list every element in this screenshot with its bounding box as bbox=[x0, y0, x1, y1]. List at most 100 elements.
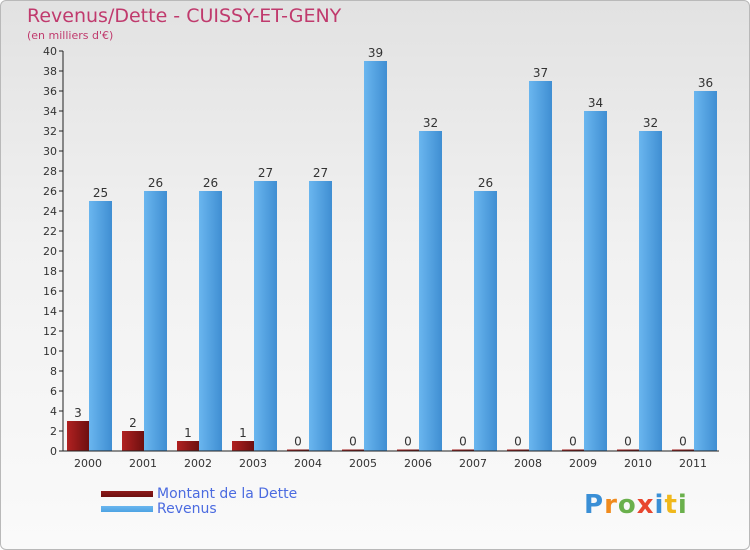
legend-swatch-revenus bbox=[101, 506, 153, 512]
bar-revenus-2005 bbox=[364, 61, 387, 451]
y-tick-label: 34 bbox=[43, 105, 57, 118]
proxiti-logo: Proxiti bbox=[584, 490, 688, 520]
bar-revenus-2008 bbox=[529, 81, 552, 451]
data-label-revenus-2005: 39 bbox=[368, 46, 383, 60]
x-tick-label: 2008 bbox=[514, 457, 542, 470]
logo-letter: o bbox=[617, 490, 637, 520]
data-label-dette-2011: 0 bbox=[679, 435, 687, 449]
x-tick-label: 2001 bbox=[129, 457, 157, 470]
x-tick-label: 2002 bbox=[184, 457, 212, 470]
x-tick-label: 2011 bbox=[679, 457, 707, 470]
y-tick-label: 12 bbox=[43, 325, 57, 338]
data-label-revenus-2001: 26 bbox=[148, 176, 163, 190]
x-axis: 2000 2001 2002 2003 2004 2005 2006 2007 2008 2009… bbox=[63, 450, 719, 470]
bar-dette-2011 bbox=[672, 449, 694, 451]
y-tick-label: 4 bbox=[50, 405, 57, 418]
data-label-revenus-2007: 26 bbox=[478, 176, 493, 190]
data-label-revenus-2006: 32 bbox=[423, 116, 438, 130]
bar-dette-2010 bbox=[617, 449, 639, 451]
data-label-dette-2000: 3 bbox=[74, 406, 82, 420]
y-tick-label: 28 bbox=[43, 165, 57, 178]
y-tick-label: 32 bbox=[43, 125, 57, 138]
data-label-dette-2010: 0 bbox=[624, 435, 632, 449]
data-label-dette-2003: 1 bbox=[239, 426, 247, 440]
data-label-dette-2006: 0 bbox=[404, 435, 412, 449]
y-tick-label: 38 bbox=[43, 65, 57, 78]
data-label-dette-2005: 0 bbox=[349, 435, 357, 449]
data-label-revenus-2010: 32 bbox=[643, 116, 658, 130]
bar-revenus-2009 bbox=[584, 111, 607, 451]
y-tick-label: 24 bbox=[43, 205, 57, 218]
bars bbox=[67, 61, 717, 451]
bar-revenus-2006 bbox=[419, 131, 442, 451]
bar-revenus-2000 bbox=[89, 201, 112, 451]
y-tick-label: 36 bbox=[43, 85, 57, 98]
bar-dette-2007 bbox=[452, 449, 474, 451]
y-tick-label: 18 bbox=[43, 265, 57, 278]
y-tick-label: 14 bbox=[43, 305, 57, 318]
bar-dette-2002 bbox=[177, 441, 199, 451]
bar-dette-2005 bbox=[342, 449, 364, 451]
y-tick-label: 30 bbox=[43, 145, 57, 158]
logo-letter: i bbox=[654, 490, 665, 520]
data-label-dette-2004: 0 bbox=[294, 435, 302, 449]
bar-dette-2009 bbox=[562, 449, 584, 451]
y-tick-label: 2 bbox=[50, 425, 57, 438]
bar-dette-2003 bbox=[232, 441, 254, 451]
data-label-revenus-2000: 25 bbox=[93, 186, 108, 200]
data-label-revenus-2008: 37 bbox=[533, 66, 548, 80]
legend-label-revenus: Revenus bbox=[157, 501, 217, 517]
bar-revenus-2004 bbox=[309, 181, 332, 451]
data-label-revenus-2002: 26 bbox=[203, 176, 218, 190]
data-label-dette-2009: 0 bbox=[569, 435, 577, 449]
bar-revenus-2003 bbox=[254, 181, 277, 451]
y-tick-label: 0 bbox=[50, 445, 57, 458]
bar-dette-2001 bbox=[122, 431, 144, 451]
bar-dette-2000 bbox=[67, 421, 89, 451]
y-tick-label: 16 bbox=[43, 285, 57, 298]
y-tick-label: 26 bbox=[43, 185, 57, 198]
x-tick-label: 2000 bbox=[74, 457, 102, 470]
data-label-dette-2001: 2 bbox=[129, 416, 137, 430]
y-tick-label: 22 bbox=[43, 225, 57, 238]
x-tick-label: 2009 bbox=[569, 457, 597, 470]
chart-title: Revenus/Dette - CUISSY-ET-GENY bbox=[27, 5, 342, 27]
bar-revenus-2010 bbox=[639, 131, 662, 451]
data-label-dette-2002: 1 bbox=[184, 426, 192, 440]
data-label-dette-2008: 0 bbox=[514, 435, 522, 449]
x-tick-label: 2010 bbox=[624, 457, 652, 470]
logo-letter: P bbox=[584, 490, 605, 520]
data-label-revenus-2004: 27 bbox=[313, 166, 328, 180]
legend-swatch-dette bbox=[101, 491, 153, 497]
y-tick-label: 8 bbox=[50, 365, 57, 378]
data-label-dette-2007: 0 bbox=[459, 435, 467, 449]
data-label-revenus-2003: 27 bbox=[258, 166, 273, 180]
bar-dette-2004 bbox=[287, 449, 309, 451]
x-tick-label: 2003 bbox=[239, 457, 267, 470]
y-tick-label: 20 bbox=[43, 245, 57, 258]
legend-label-dette: Montant de la Dette bbox=[157, 486, 298, 502]
logo-letter: i bbox=[677, 490, 688, 520]
data-label-revenus-2011: 36 bbox=[698, 76, 713, 90]
y-tick-label: 10 bbox=[43, 345, 57, 358]
x-tick-label: 2006 bbox=[404, 457, 432, 470]
bar-dette-2006 bbox=[397, 449, 419, 451]
x-tick-label: 2007 bbox=[459, 457, 487, 470]
data-label-revenus-2009: 34 bbox=[588, 96, 603, 110]
x-tick-label: 2004 bbox=[294, 457, 322, 470]
bar-revenus-2011 bbox=[694, 91, 717, 451]
bar-revenus-2007 bbox=[474, 191, 497, 451]
logo-letter: r bbox=[604, 490, 618, 520]
bar-revenus-2002 bbox=[199, 191, 222, 451]
logo-letter: x bbox=[636, 490, 655, 520]
y-tick-label: 6 bbox=[50, 385, 57, 398]
chart-subtitle: (en milliers d'€) bbox=[27, 29, 114, 42]
y-tick-label: 40 bbox=[43, 45, 57, 58]
bar-revenus-2001 bbox=[144, 191, 167, 451]
logo-letter: t bbox=[664, 490, 678, 520]
x-tick-label: 2005 bbox=[349, 457, 377, 470]
bar-dette-2008 bbox=[507, 449, 529, 451]
